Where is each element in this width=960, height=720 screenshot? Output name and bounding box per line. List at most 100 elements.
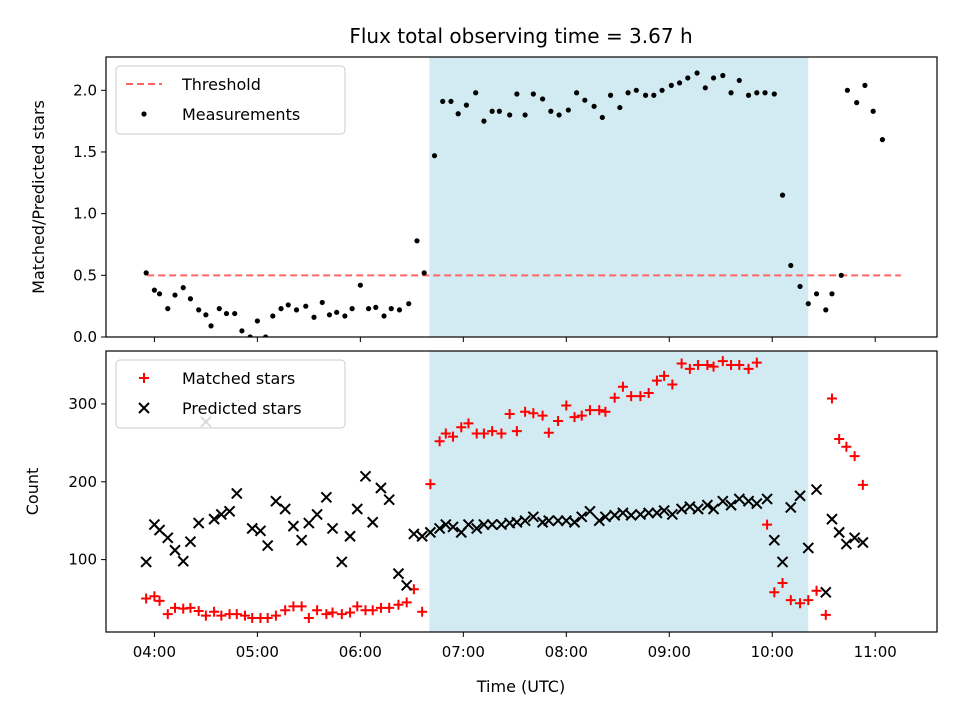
legend-swatch [138,402,150,414]
matched-stars-point [600,406,611,417]
measurements-point [797,283,803,290]
measurements-point [496,108,502,114]
bottom-axes-frame [105,350,938,633]
measurements-point [455,111,461,117]
legend-swatch [141,111,147,117]
predicted-stars-point [433,522,446,535]
predicted-stars-point [208,513,220,525]
x-tick-label: 05:00 [236,643,279,661]
measurements-point [514,91,520,97]
predicted-stars-point [593,514,605,527]
measurements-point [728,90,734,96]
matched-stars-point [456,422,467,433]
measurements-point [232,310,238,317]
legend-entry: Threshold [181,75,261,94]
matched-stars-point [154,595,165,606]
predicted-stars-point [246,522,258,535]
measurements-point [151,287,157,293]
matched-stars-point [216,610,227,621]
matched-stars-point [367,605,378,616]
measurements-point [642,92,649,98]
predicted-stars-point [320,491,333,504]
predicted-stars-point [162,532,174,544]
predicted-stars-point [599,511,612,523]
predicted-stars-point [776,556,789,568]
matched-stars-point [751,357,762,368]
measurements-point [414,238,420,244]
matched-stars-point [141,593,152,604]
measurements-point [373,304,379,310]
measurements-point [702,85,708,91]
matched-stars-point [162,609,173,620]
matched-stars-point [635,391,646,402]
measurements-point [463,102,470,108]
predicted-stars-point [707,503,720,515]
matched-stars-point [743,363,754,374]
measurements-point [771,91,777,97]
measurements-point [870,108,876,114]
measurements-point [270,313,276,319]
predicted-stars-point [802,542,814,554]
predicted-stars-point [416,530,428,542]
measurements-point [685,75,691,81]
predicted-stars-point [140,556,152,568]
measurements-point [617,104,623,111]
measurements-point [694,70,700,76]
matched-stars-point [561,400,572,411]
predicted-stars-point [717,495,729,507]
matched-stars-point [803,595,814,606]
predicted-stars-point [486,518,498,531]
measurements-point [651,92,657,98]
measurements-point [357,282,363,288]
predicted-stars-point [424,526,437,539]
predicted-stars-point [375,482,387,494]
measurements-point [223,310,230,317]
predicted-stars-point [617,507,629,519]
measurements-point [745,92,752,98]
measurements-point [431,153,438,159]
measurements-point [548,108,554,114]
matched-stars-point [569,412,580,423]
legend-entry: Matched stars [182,369,295,388]
predicted-stars-point [408,528,420,540]
matched-stars-point [553,416,564,427]
predicted-stars-point [651,507,663,519]
measurements-point [473,90,479,96]
matched-stars-point [487,426,498,437]
measurements-point [203,312,209,318]
matched-stars-point [693,360,704,371]
measurements-point [448,98,454,105]
predicted-stars-point [336,556,348,568]
top-y-axis-label: Matched/Predicted stars [29,100,48,294]
measurements-point [247,334,253,337]
matched-stars-point [417,606,428,617]
measurements-point [582,97,588,103]
measurements-point [540,96,546,102]
predicted-stars-point [344,530,356,542]
matched-stars-point [209,606,220,617]
measurements-point [720,72,726,79]
measurements-point [530,91,536,97]
x-tick-label: 10:00 [751,643,794,661]
legend-entry: Predicted stars [182,399,302,418]
x-tick-label: 06:00 [339,643,382,661]
matched-stars-point [785,595,796,606]
matched-stars-point [270,610,281,621]
matched-stars-point [511,426,522,437]
predicted-stars-point [833,526,845,539]
measurements-point [607,92,614,98]
matched-stars-point [478,428,489,439]
predicted-stars-point [169,544,181,556]
predicted-stars-point [642,507,655,519]
measurements-point [659,87,665,93]
predicted-stars-point [742,495,755,507]
measurements-point [421,270,427,276]
measurements-point [844,87,851,93]
predicted-stars-point [177,555,189,567]
y-tick-label: 200 [68,473,97,491]
matched-stars-point [811,585,822,596]
matched-stars-point [584,405,595,416]
matched-stars-point [651,375,662,386]
matched-stars-point [321,609,332,620]
